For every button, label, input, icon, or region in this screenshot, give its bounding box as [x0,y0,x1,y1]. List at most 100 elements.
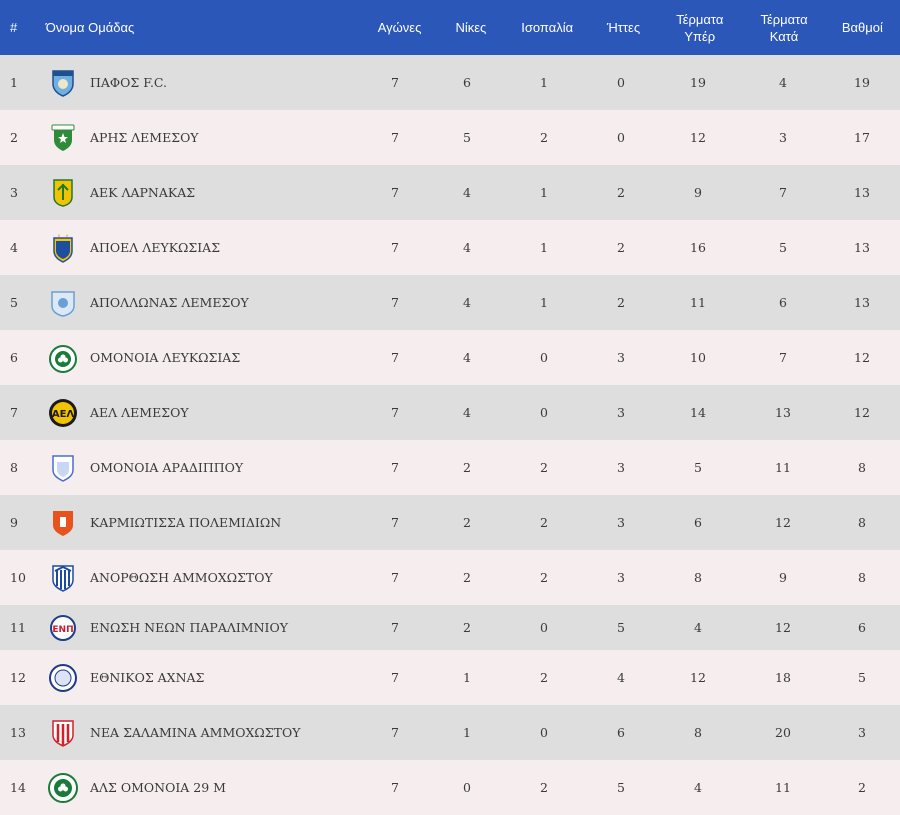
header-games[interactable]: Αγώνες [377,20,422,35]
karmiotissa-logo-icon [48,508,78,538]
table-row[interactable]: 10 ΑΝΟΡΘΩΣΗ ΑΜΜΟΧΩΣΤΟΥ 7 2 2 3 8 9 8 [0,550,900,605]
team-name[interactable]: ΟΜΟΝΟΙΑ ΛΕΥΚΩΣΙΑΣ [90,350,241,365]
row-goals-against: 13 [775,405,791,420]
row-losses: 2 [617,185,625,200]
team-name[interactable]: ΚΑΡΜΙΩΤΙΣΣΑ ΠΟΛΕΜΙΔΙΩΝ [90,515,282,530]
table-row[interactable]: 11 ΕΝΠ ΕΝΩΣΗ ΝΕΩΝ ΠΑΡΑΛΙΜΝΙΟΥ 7 2 0 5 4 … [0,605,900,650]
row-team[interactable]: ΑΝΟΡΘΩΣΗ ΑΜΜΟΧΩΣΤΟΥ [38,563,356,593]
team-name[interactable]: ΑΛΣ ΟΜΟΝΟΙΑ 29 Μ [90,780,226,795]
table-row[interactable]: 13 ΝΕΑ ΣΑΛΑΜΙΝΑ ΑΜΜΟΧΩΣΤΟΥ 7 1 0 6 8 20 … [0,705,900,760]
row-points: 3 [858,725,866,740]
row-rank: 7 [10,405,18,420]
header-goals-against-line2: Κατά [769,28,799,44]
row-points: 13 [854,295,870,310]
row-wins: 4 [463,405,471,420]
row-team[interactable]: ΝΕΑ ΣΑΛΑΜΙΝΑ ΑΜΜΟΧΩΣΤΟΥ [38,718,356,748]
table-row[interactable]: 3 ΑΕΚ ΛΑΡΝΑΚΑΣ 7 4 1 2 9 7 13 [0,165,900,220]
row-games: 7 [391,570,399,585]
team-name[interactable]: ΑΠΟΕΛ ΛΕΥΚΩΣΙΑΣ [90,240,221,255]
team-name[interactable]: ΕΝΩΣΗ ΝΕΩΝ ΠΑΡΑΛΙΜΝΙΟΥ [90,620,288,635]
team-name[interactable]: ΑΡΗΣ ΛΕΜΕΣΟΥ [90,130,199,145]
row-team[interactable]: ΑΕΛ ΑΕΛ ΛΕΜΕΣΟΥ [38,398,356,428]
row-goals-for: 11 [690,295,706,310]
ael-logo-icon: ΑΕΛ [48,398,78,428]
row-team[interactable]: ΟΜΟΝΟΙΑ ΑΡΑΔΙΠΠΟΥ [38,453,356,483]
row-goals-for: 12 [690,670,706,685]
row-goals-against: 12 [775,515,791,530]
row-points: 8 [858,460,866,475]
row-team[interactable]: ΑΡΗΣ ΛΕΜΕΣΟΥ [38,123,356,153]
row-points: 12 [854,350,870,365]
row-losses: 0 [617,75,625,90]
header-losses[interactable]: Ήττες [606,20,641,35]
team-name[interactable]: ΝΕΑ ΣΑΛΑΜΙΝΑ ΑΜΜΟΧΩΣΤΟΥ [90,725,301,740]
row-rank: 13 [10,725,26,740]
table-row[interactable]: 12 ΕΘΝΙΚΟΣ ΑΧΝΑΣ 7 1 2 4 12 18 5 [0,650,900,705]
header-goals-for[interactable]: Τέρματα Υπέρ [656,11,743,45]
team-name[interactable]: ΟΜΟΝΟΙΑ ΑΡΑΔΙΠΠΟΥ [90,460,244,475]
row-team[interactable]: ΕΝΠ ΕΝΩΣΗ ΝΕΩΝ ΠΑΡΑΛΙΜΝΙΟΥ [38,613,356,643]
row-rank: 11 [10,620,26,635]
row-games: 7 [391,620,399,635]
table-header: # Όνομα Ομάδας Αγώνες Νίκες Ισοπαλία Ήττ… [0,0,900,55]
row-rank: 10 [10,570,26,585]
omonoia-aradippou-logo-icon [48,453,78,483]
omonoia-logo-icon [48,343,78,373]
row-draws: 2 [540,515,548,530]
row-draws: 1 [540,185,548,200]
row-team[interactable]: ΑΛΣ ΟΜΟΝΟΙΑ 29 Μ [38,772,356,803]
table-row[interactable]: 14 ΑΛΣ ΟΜΟΝΟΙΑ 29 Μ 7 0 2 5 4 11 2 [0,760,900,815]
row-losses: 5 [617,620,625,635]
team-name[interactable]: ΑΕΚ ΛΑΡΝΑΚΑΣ [90,185,196,200]
row-team[interactable]: ΑΕΚ ΛΑΡΝΑΚΑΣ [38,178,356,208]
row-team[interactable]: ΠΑΦΟΣ F.C. [38,68,356,98]
row-rank: 3 [10,185,18,200]
row-goals-against: 3 [779,130,787,145]
row-draws: 2 [540,670,548,685]
team-name[interactable]: ΕΘΝΙΚΟΣ ΑΧΝΑΣ [90,670,205,685]
table-row[interactable]: 7 ΑΕΛ ΑΕΛ ΛΕΜΕΣΟΥ 7 4 0 3 14 13 12 [0,385,900,440]
table-row[interactable]: 9 ΚΑΡΜΙΩΤΙΣΣΑ ΠΟΛΕΜΙΔΙΩΝ 7 2 2 3 6 12 8 [0,495,900,550]
team-name[interactable]: ΠΑΦΟΣ F.C. [90,75,168,90]
row-losses: 0 [617,130,625,145]
row-wins: 4 [463,350,471,365]
header-goals-against[interactable]: Τέρματα Κατά [743,11,824,45]
table-row[interactable]: 1 ΠΑΦΟΣ F.C. 7 6 1 0 19 4 19 [0,55,900,110]
row-goals-for: 5 [694,460,702,475]
row-team[interactable]: ΕΘΝΙΚΟΣ ΑΧΝΑΣ [38,663,356,693]
header-points[interactable]: Βαθμοί [841,20,883,35]
row-games: 7 [391,460,399,475]
svg-text:ΕΝΠ: ΕΝΠ [52,625,73,635]
row-wins: 5 [463,130,471,145]
header-team[interactable]: Όνομα Ομάδας [45,20,135,35]
row-team[interactable]: ΟΜΟΝΟΙΑ ΛΕΥΚΩΣΙΑΣ [38,343,356,373]
row-goals-for: 10 [690,350,706,365]
team-name[interactable]: ΑΠΟΛΛΩΝΑΣ ΛΕΜΕΣΟΥ [90,295,249,310]
team-name[interactable]: ΑΝΟΡΘΩΣΗ ΑΜΜΟΧΩΣΤΟΥ [90,570,273,585]
table-row[interactable]: 2 ΑΡΗΣ ΛΕΜΕΣΟΥ 7 5 2 0 12 3 17 [0,110,900,165]
table-row[interactable]: 5 ΑΠΟΛΛΩΝΑΣ ΛΕΜΕΣΟΥ 7 4 1 2 11 6 13 [0,275,900,330]
row-draws: 2 [540,460,548,475]
row-rank: 2 [10,130,18,145]
header-wins[interactable]: Νίκες [455,20,487,35]
row-goals-for: 4 [694,620,702,635]
row-draws: 1 [540,240,548,255]
row-goals-for: 8 [694,725,702,740]
table-row[interactable]: 8 ΟΜΟΝΟΙΑ ΑΡΑΔΙΠΠΟΥ 7 2 2 3 5 11 8 [0,440,900,495]
row-team[interactable]: ΑΠΟΛΛΩΝΑΣ ΛΕΜΕΣΟΥ [38,288,356,318]
header-draws[interactable]: Ισοπαλία [521,20,574,35]
row-games: 7 [391,240,399,255]
team-name[interactable]: ΑΕΛ ΛΕΜΕΣΟΥ [90,405,189,420]
table-row[interactable]: 4 ΑΠΟΕΛ ΛΕΥΚΩΣΙΑΣ 7 4 1 2 16 5 13 [0,220,900,275]
aris-limassol-logo-icon [48,123,78,153]
row-losses: 3 [617,460,625,475]
table-row[interactable]: 6 ΟΜΟΝΟΙΑ ΛΕΥΚΩΣΙΑΣ 7 4 0 3 10 7 12 [0,330,900,385]
row-draws: 2 [540,780,548,795]
row-team[interactable]: ΚΑΡΜΙΩΤΙΣΣΑ ΠΟΛΕΜΙΔΙΩΝ [38,508,356,538]
row-draws: 2 [540,130,548,145]
pafos-fc-logo-icon [48,68,78,98]
row-losses: 5 [617,780,625,795]
row-team[interactable]: ΑΠΟΕΛ ΛΕΥΚΩΣΙΑΣ [38,233,356,263]
row-goals-against: 11 [775,780,791,795]
row-rank: 1 [10,75,18,90]
